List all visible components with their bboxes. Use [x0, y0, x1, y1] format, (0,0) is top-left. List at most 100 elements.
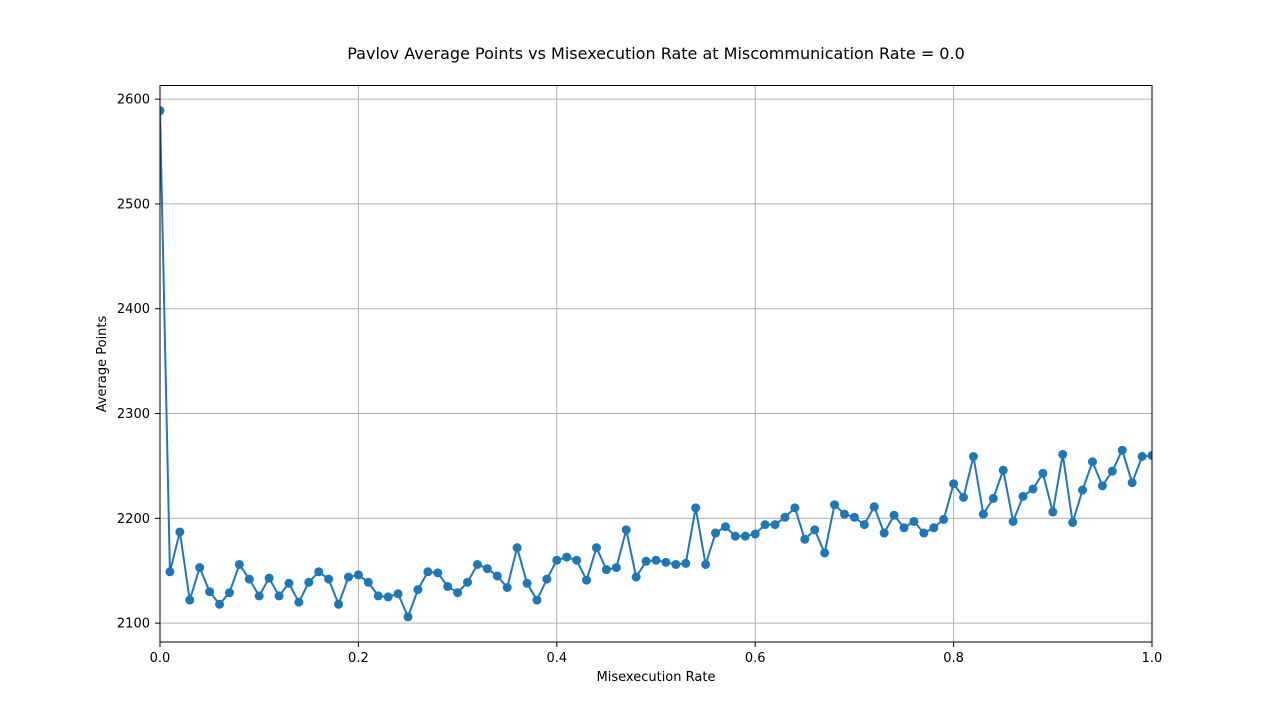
data-point: [909, 516, 919, 526]
data-point: [373, 591, 383, 601]
data-point: [403, 612, 413, 622]
data-point: [730, 531, 740, 541]
data-point: [750, 529, 760, 539]
data-point: [859, 520, 869, 530]
data-point: [1107, 466, 1117, 476]
data-point: [1068, 518, 1078, 528]
data-point: [423, 567, 433, 577]
data-point: [244, 574, 254, 584]
data-point: [820, 548, 830, 558]
data-point: [671, 559, 681, 569]
data-point: [919, 528, 929, 538]
y-tick-label: 2300: [117, 407, 150, 422]
y-tick-label: 2100: [117, 617, 150, 632]
data-point: [195, 563, 205, 573]
data-point: [472, 559, 482, 569]
data-point: [661, 557, 671, 567]
data-point: [1038, 468, 1048, 478]
data-point: [839, 509, 849, 519]
data-point: [433, 568, 443, 578]
data-point: [740, 531, 750, 541]
data-point: [492, 571, 502, 581]
data-point: [443, 581, 453, 591]
data-point: [711, 528, 721, 538]
data-point: [631, 572, 641, 582]
data-point: [393, 589, 403, 599]
data-point: [879, 528, 889, 538]
data-point: [552, 555, 562, 565]
data-point: [1008, 516, 1018, 526]
data-point: [968, 452, 978, 461]
data-point: [185, 595, 195, 605]
data-point: [691, 503, 701, 513]
data-point: [522, 578, 532, 588]
x-axis-title: Misexecution Rate: [597, 670, 716, 685]
data-point: [790, 503, 800, 513]
data-point: [453, 588, 463, 598]
x-tick-label: 0.0: [150, 651, 171, 666]
data-point: [641, 556, 651, 566]
data-point: [611, 563, 621, 573]
data-point: [1127, 478, 1137, 488]
data-point: [720, 522, 730, 532]
data-point: [175, 527, 185, 537]
data-point: [572, 555, 582, 565]
data-point: [532, 595, 542, 605]
data-point: [383, 592, 393, 602]
data-point: [800, 534, 810, 544]
data-point: [701, 559, 711, 569]
data-point: [899, 523, 909, 533]
data-point: [889, 510, 899, 520]
data-point: [949, 479, 959, 489]
data-point: [978, 509, 988, 519]
data-point: [284, 578, 294, 588]
data-point: [324, 574, 334, 584]
data-point: [651, 555, 661, 565]
data-point: [254, 591, 264, 601]
plot-frame: [159, 85, 1153, 643]
x-axis: 0.0 0.2 0.4 0.6 0.8 1.0: [150, 642, 1162, 666]
data-point: [849, 512, 859, 522]
data-point: [314, 567, 324, 577]
y-tick-label: 2600: [117, 93, 150, 108]
y-tick-label: 2400: [117, 302, 150, 317]
data-point: [334, 599, 344, 609]
data-point: [1048, 507, 1058, 517]
data-point: [353, 570, 363, 580]
data-point: [482, 564, 492, 574]
data-point: [264, 573, 274, 583]
y-axis: 2100 2200 2300 2400 2500 2600: [117, 93, 160, 632]
data-point: [582, 575, 592, 585]
chart-title: Pavlov Average Points vs Misexecution Ra…: [347, 44, 965, 63]
data-point: [780, 512, 790, 522]
data-point: [215, 599, 225, 609]
data-point: [304, 577, 314, 587]
data-point: [591, 543, 601, 553]
data-point: [542, 574, 552, 584]
data-point: [830, 500, 840, 510]
y-tick-label: 2200: [117, 512, 150, 527]
data-point: [998, 465, 1008, 475]
data-point: [343, 572, 353, 582]
data-point: [1058, 449, 1068, 459]
data-point: [512, 543, 522, 553]
data-point: [929, 523, 939, 533]
data-point: [959, 492, 969, 502]
data-point: [939, 514, 949, 524]
data-point: [294, 597, 304, 607]
series-group: [160, 106, 1152, 622]
data-point: [681, 558, 691, 568]
data-point: [621, 525, 631, 535]
data-point: [234, 559, 244, 569]
data-point: [1117, 445, 1127, 455]
data-point: [760, 520, 770, 530]
data-point: [274, 591, 284, 601]
x-tick-label: 0.8: [943, 651, 964, 666]
data-point: [1087, 457, 1097, 467]
data-point: [810, 525, 820, 535]
data-point: [224, 588, 234, 598]
data-point: [413, 585, 423, 595]
data-point: [463, 577, 473, 587]
data-point: [1018, 491, 1028, 501]
